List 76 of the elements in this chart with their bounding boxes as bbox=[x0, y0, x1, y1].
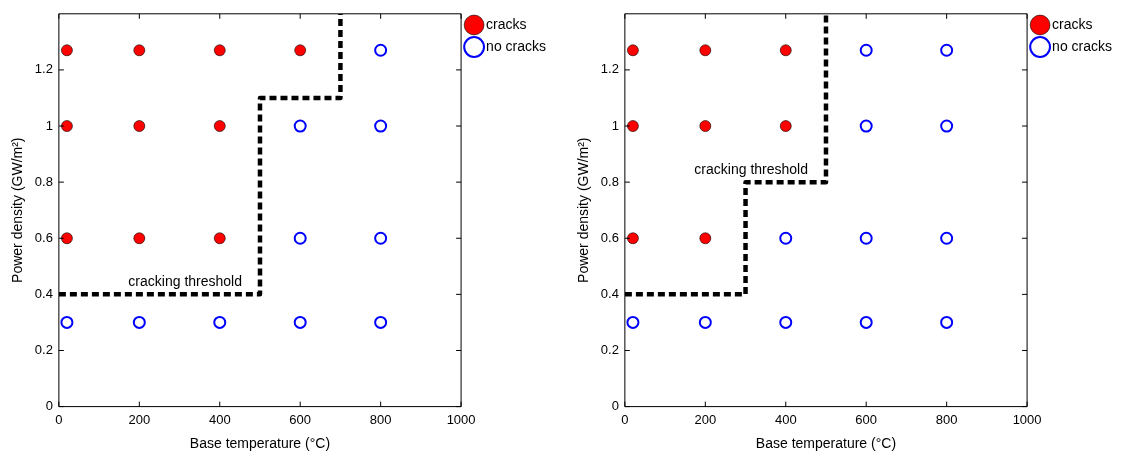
point bbox=[627, 120, 639, 132]
point bbox=[627, 44, 639, 57]
point bbox=[374, 231, 388, 245]
x-tick-label: 800 bbox=[935, 411, 958, 427]
y-tick-label: 1 bbox=[611, 117, 619, 133]
y-tick-label: 1.2 bbox=[34, 61, 53, 77]
y-tick-label: 0.4 bbox=[34, 285, 53, 301]
point bbox=[859, 315, 873, 329]
point bbox=[779, 44, 792, 57]
point bbox=[213, 232, 226, 245]
x-tick-label: 400 bbox=[774, 411, 797, 427]
y-tick-label: 0 bbox=[611, 398, 619, 414]
x-tick-label: 1000 bbox=[446, 411, 476, 427]
x-axis-title: Base temperature (°C) bbox=[755, 435, 897, 452]
point bbox=[859, 119, 873, 133]
point bbox=[859, 43, 873, 57]
legend-label: cracks bbox=[486, 15, 527, 32]
x-tick-label: 600 bbox=[855, 411, 878, 427]
point bbox=[61, 232, 73, 245]
point bbox=[374, 119, 388, 133]
point bbox=[133, 120, 146, 132]
y-tick-label: 0.8 bbox=[600, 173, 619, 189]
point bbox=[779, 315, 793, 329]
point bbox=[627, 232, 639, 245]
point bbox=[779, 120, 792, 132]
annotation: cracking threshold bbox=[694, 161, 808, 177]
point bbox=[779, 231, 793, 245]
point bbox=[374, 315, 388, 329]
point bbox=[294, 44, 306, 57]
x-tick-label: 200 bbox=[694, 411, 717, 427]
point bbox=[293, 315, 307, 329]
annotation: cracking threshold bbox=[128, 273, 242, 290]
point bbox=[132, 315, 146, 329]
point bbox=[699, 120, 712, 132]
point bbox=[940, 119, 954, 133]
point bbox=[61, 44, 73, 57]
point bbox=[293, 231, 307, 245]
y-axis-title: Power density (GW/m²) bbox=[9, 137, 26, 283]
y-tick-label: 0.8 bbox=[34, 173, 53, 189]
point bbox=[213, 120, 226, 132]
legend-label: no cracks bbox=[486, 37, 547, 54]
x-tick-label: 200 bbox=[128, 411, 151, 427]
point bbox=[626, 315, 640, 329]
point bbox=[859, 231, 873, 245]
x-tick-label: 0 bbox=[55, 411, 63, 427]
point bbox=[940, 231, 954, 245]
y-tick-label: 1 bbox=[45, 117, 53, 133]
x-tick-label: 0 bbox=[621, 411, 629, 427]
legend-label: cracks bbox=[1052, 15, 1093, 32]
x-tick-label: 600 bbox=[289, 411, 312, 427]
y-tick-label: 0.2 bbox=[600, 342, 619, 358]
point bbox=[213, 44, 226, 57]
x-tick-label: 400 bbox=[208, 411, 231, 427]
y-tick-label: 1.2 bbox=[600, 61, 619, 77]
point bbox=[698, 315, 712, 329]
point bbox=[60, 315, 74, 329]
y-tick-label: 0 bbox=[45, 398, 53, 414]
point bbox=[699, 232, 712, 245]
x-tick-label: 1000 bbox=[1012, 411, 1042, 427]
point bbox=[699, 44, 712, 57]
point bbox=[374, 43, 388, 57]
y-axis-title: Power density (GW/m²) bbox=[575, 137, 592, 283]
point bbox=[940, 315, 954, 329]
x-tick-label: 800 bbox=[369, 411, 392, 427]
legend-label: no cracks bbox=[1052, 37, 1113, 54]
y-tick-label: 0.4 bbox=[600, 285, 619, 301]
point bbox=[133, 44, 146, 57]
point bbox=[133, 232, 146, 245]
x-axis-title: Base temperature (°C) bbox=[189, 435, 331, 452]
y-tick-label: 0.2 bbox=[34, 342, 53, 358]
y-tick-label: 0.6 bbox=[600, 229, 619, 245]
point bbox=[293, 119, 307, 133]
point bbox=[940, 43, 954, 57]
point bbox=[213, 315, 227, 329]
point bbox=[61, 120, 73, 132]
y-tick-label: 0.6 bbox=[34, 229, 53, 245]
